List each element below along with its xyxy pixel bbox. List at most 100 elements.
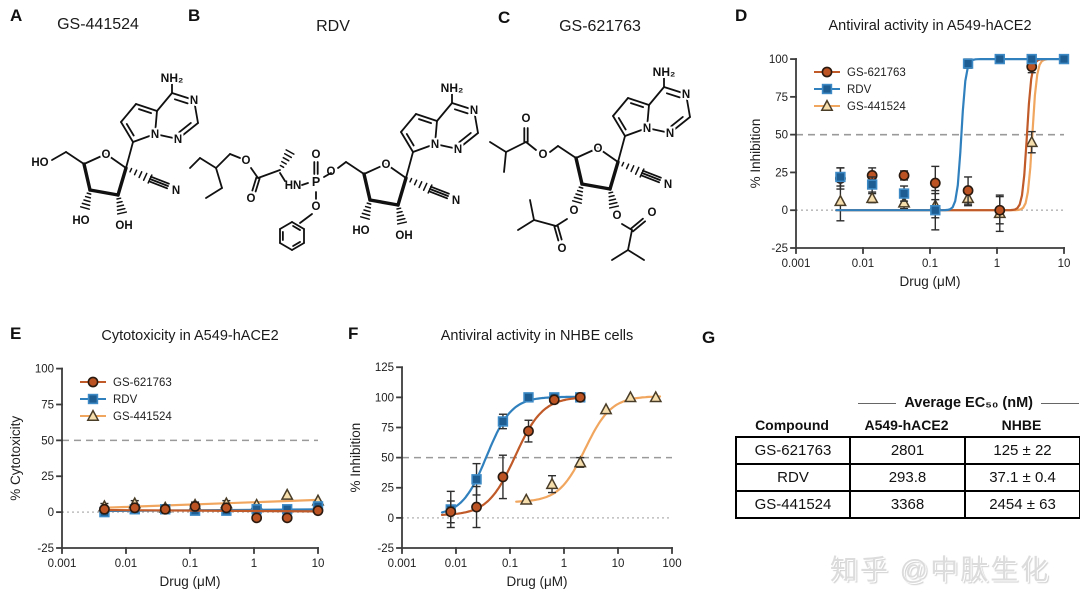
svg-text:-25: -25 <box>37 543 54 555</box>
chart-svg-F: Antiviral activity in NHBE cells -25 0 25 50… <box>348 328 682 589</box>
svg-text:O: O <box>102 149 111 161</box>
svg-text:0.1: 0.1 <box>182 558 198 570</box>
svg-text:OH: OH <box>115 220 132 232</box>
structure-title-gs441524: GS-441524 <box>57 16 139 33</box>
svg-text:Antiviral activity in NHBE cel: Antiviral activity in NHBE cells <box>441 328 634 344</box>
svg-text:O: O <box>648 207 657 219</box>
svg-text:N: N <box>174 134 182 146</box>
svg-text:P: P <box>312 175 320 189</box>
cell-compound: GS-441524 <box>735 490 851 519</box>
panel-label-f: F <box>348 324 359 343</box>
svg-text:O: O <box>539 149 548 161</box>
svg-text:HO: HO <box>352 225 369 237</box>
cell-nhbe: 125 ± 22 <box>964 436 1080 465</box>
svg-text:1: 1 <box>561 558 567 570</box>
col-header-a549: A549-hACE2 <box>864 417 949 433</box>
panel-label-b: B <box>188 6 201 25</box>
svg-text:100: 100 <box>769 54 788 66</box>
svg-text:RDV: RDV <box>847 84 872 96</box>
cell-a549: 293.8 <box>849 463 966 492</box>
svg-text:RDV: RDV <box>113 394 138 406</box>
svg-text:O: O <box>312 201 321 213</box>
ec50-column-headers: Compound A549-hACE2 NHBE <box>735 414 1079 436</box>
svg-text:HN: HN <box>285 180 302 192</box>
svg-text:50: 50 <box>775 130 788 142</box>
svg-text:O: O <box>327 166 336 178</box>
svg-text:0.01: 0.01 <box>445 558 467 570</box>
svg-text:0.1: 0.1 <box>922 258 938 270</box>
svg-text:% Inhibition: % Inhibition <box>748 119 763 189</box>
svg-text:100: 100 <box>375 392 394 404</box>
watermark: 知乎 @中肽生化 <box>829 554 1051 585</box>
svg-text:1: 1 <box>994 258 1000 270</box>
svg-text:-25: -25 <box>377 543 394 555</box>
svg-text:N: N <box>172 185 180 197</box>
svg-text:OH: OH <box>395 230 412 242</box>
svg-text:Drug (μM): Drug (μM) <box>506 574 567 589</box>
svg-text:0.01: 0.01 <box>852 258 874 270</box>
svg-text:N: N <box>431 139 439 151</box>
svg-text:O: O <box>522 113 531 125</box>
svg-text:O: O <box>242 155 251 167</box>
svg-text:N: N <box>664 179 672 191</box>
ec50-values-table: GS-621763 2801 125 ± 22 RDV 293.8 37.1 ±… <box>735 436 1080 519</box>
svg-text:25: 25 <box>41 471 54 483</box>
svg-text:O: O <box>247 193 256 205</box>
svg-text:N: N <box>190 95 198 107</box>
structC-svg: O N N N NH₂ N O O O O O O <box>489 63 692 261</box>
panel-label-g: G <box>702 328 716 347</box>
structure-rdv: O N N N NH₂ N HO OH O P O O HN O O <box>188 46 490 261</box>
svg-text:GS-441524: GS-441524 <box>847 101 906 113</box>
cell-compound: RDV <box>735 463 851 492</box>
svg-text:N: N <box>682 89 690 101</box>
structure-gs441524: O N N N NH₂ N HO HO OH <box>8 40 204 235</box>
ec50-span-header: Average EC₅₀ (nM) <box>735 392 1079 414</box>
svg-text:1: 1 <box>251 558 257 570</box>
svg-text:0.001: 0.001 <box>782 258 811 270</box>
svg-text:O: O <box>312 149 321 161</box>
svg-text:NH₂: NH₂ <box>653 65 676 79</box>
chart-svg-E: Cytotoxicity in A549-hACE2 -25 0 25 50 75 100 0… <box>8 328 325 589</box>
svg-text:0: 0 <box>48 507 54 519</box>
svg-text:0.1: 0.1 <box>502 558 518 570</box>
table-row: RDV 293.8 37.1 ± 0.4 <box>735 463 1080 492</box>
svg-text:N: N <box>452 195 460 207</box>
svg-text:100: 100 <box>35 364 54 376</box>
svg-text:0: 0 <box>782 205 788 217</box>
svg-text:0.001: 0.001 <box>48 558 77 570</box>
panel-label-c: C <box>498 8 511 27</box>
svg-text:75: 75 <box>775 92 788 104</box>
svg-text:N: N <box>643 123 651 135</box>
table-row: GS-621763 2801 125 ± 22 <box>735 436 1080 465</box>
svg-text:HO: HO <box>72 215 89 227</box>
svg-text:N: N <box>666 128 674 140</box>
svg-text:O: O <box>570 205 579 217</box>
svg-text:10: 10 <box>312 558 325 570</box>
svg-text:125: 125 <box>375 362 394 374</box>
svg-text:GS-621763: GS-621763 <box>113 377 172 389</box>
chart-antiviral-a549: Antiviral activity in A549-hACE2 -25 0 25 50… <box>746 10 1076 298</box>
svg-text:N: N <box>151 129 159 141</box>
svg-text:O: O <box>594 143 603 155</box>
svg-text:-25: -25 <box>771 243 788 255</box>
table-row: GS-441524 3368 2454 ± 63 <box>735 490 1080 519</box>
panel-label-a: A <box>10 6 23 25</box>
svg-text:GS-621763: GS-621763 <box>847 67 906 79</box>
svg-text:10: 10 <box>1058 258 1071 270</box>
svg-text:0.001: 0.001 <box>388 558 417 570</box>
panel-label-d: D <box>735 6 748 25</box>
svg-text:50: 50 <box>381 453 394 465</box>
svg-text:NH₂: NH₂ <box>161 71 184 85</box>
svg-text:NH₂: NH₂ <box>441 81 464 95</box>
chart-svg-D: Antiviral activity in A549-hACE2 -25 0 25 50… <box>748 18 1071 289</box>
structA-svg: O N N N NH₂ N HO HO OH <box>29 69 200 234</box>
span-header-text: Average EC₅₀ (nM) <box>904 395 1033 411</box>
panel-label-e: E <box>10 324 22 343</box>
svg-text:Drug (μM): Drug (μM) <box>899 274 960 289</box>
svg-text:% Cytotoxicity: % Cytotoxicity <box>8 416 23 501</box>
svg-text:0.01: 0.01 <box>115 558 137 570</box>
svg-text:Cytotoxicity in A549-hACE2: Cytotoxicity in A549-hACE2 <box>101 328 278 344</box>
header-dash-left <box>858 402 897 404</box>
svg-text:Drug (μM): Drug (μM) <box>159 574 220 589</box>
